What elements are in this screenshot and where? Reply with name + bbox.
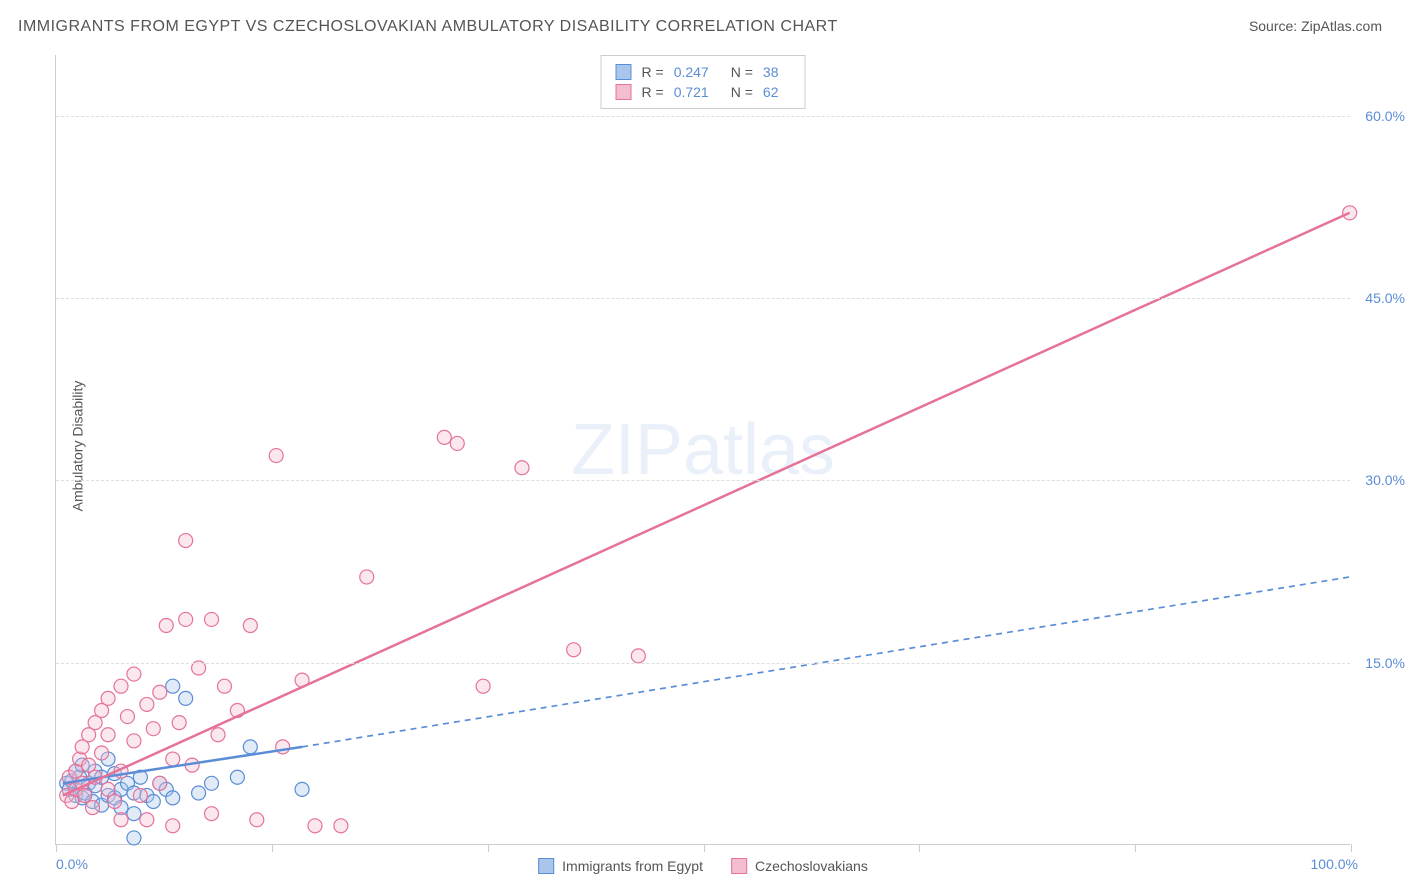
swatch-series-1 (616, 84, 632, 100)
scatter-point (101, 728, 115, 742)
n-value-0: 38 (763, 64, 779, 80)
scatter-point (1343, 206, 1357, 220)
legend-label-0: Immigrants from Egypt (562, 858, 703, 874)
scatter-point (140, 813, 154, 827)
scatter-point (166, 819, 180, 833)
legend-item-0: Immigrants from Egypt (538, 858, 703, 874)
x-tick (488, 844, 489, 852)
n-label: N = (731, 84, 753, 100)
scatter-point (243, 740, 257, 754)
legend-item-1: Czechoslovakians (731, 858, 868, 874)
r-label: R = (642, 64, 664, 80)
x-tick (272, 844, 273, 852)
scatter-point (127, 734, 141, 748)
scatter-point (192, 786, 206, 800)
scatter-point (133, 788, 147, 802)
scatter-point (153, 685, 167, 699)
scatter-point (114, 813, 128, 827)
scatter-point (205, 612, 219, 626)
stats-legend: R = 0.247 N = 38 R = 0.721 N = 62 (601, 55, 806, 109)
scatter-point (166, 752, 180, 766)
scatter-point (631, 649, 645, 663)
chart-title: IMMIGRANTS FROM EGYPT VS CZECHOSLOVAKIAN… (18, 18, 838, 36)
scatter-point (476, 679, 490, 693)
scatter-point (450, 436, 464, 450)
n-label: N = (731, 64, 753, 80)
gridline (56, 663, 1350, 664)
scatter-point (114, 679, 128, 693)
trend-line (63, 213, 1350, 796)
r-value-1: 0.721 (674, 84, 709, 100)
x-tick (704, 844, 705, 852)
y-tick-label: 30.0% (1365, 472, 1405, 488)
scatter-point (205, 776, 219, 790)
scatter-point (179, 534, 193, 548)
source-label: Source: ZipAtlas.com (1249, 18, 1382, 34)
x-tick (1351, 844, 1352, 852)
r-value-0: 0.247 (674, 64, 709, 80)
scatter-point (211, 728, 225, 742)
scatter-point (159, 619, 173, 633)
scatter-point (295, 782, 309, 796)
scatter-point (101, 691, 115, 705)
series-legend: Immigrants from Egypt Czechoslovakians (538, 858, 868, 874)
scatter-point (146, 795, 160, 809)
chart-container: IMMIGRANTS FROM EGYPT VS CZECHOSLOVAKIAN… (0, 0, 1406, 892)
y-tick-label: 60.0% (1365, 108, 1405, 124)
scatter-point (567, 643, 581, 657)
scatter-point (108, 795, 122, 809)
n-value-1: 62 (763, 84, 779, 100)
stats-row-series-0: R = 0.247 N = 38 (616, 62, 791, 82)
plot-area: ZIPatlas R = 0.247 N = 38 R = 0.721 N = … (55, 55, 1350, 845)
scatter-point (127, 831, 141, 845)
scatter-point (166, 791, 180, 805)
legend-swatch-1 (731, 858, 747, 874)
scatter-point (146, 722, 160, 736)
scatter-point (217, 679, 231, 693)
x-axis-max-label: 100.0% (1311, 856, 1358, 872)
scatter-point (308, 819, 322, 833)
scatter-point (78, 788, 92, 802)
legend-swatch-0 (538, 858, 554, 874)
stats-row-series-1: R = 0.721 N = 62 (616, 82, 791, 102)
scatter-point (166, 679, 180, 693)
scatter-point (243, 619, 257, 633)
x-axis-min-label: 0.0% (56, 856, 88, 872)
legend-label-1: Czechoslovakians (755, 858, 868, 874)
scatter-point (179, 612, 193, 626)
x-tick (1135, 844, 1136, 852)
scatter-point (153, 776, 167, 790)
scatter-point (86, 801, 100, 815)
scatter-point (140, 697, 154, 711)
scatter-point (172, 716, 186, 730)
x-tick (919, 844, 920, 852)
scatter-point (334, 819, 348, 833)
scatter-point (95, 746, 109, 760)
r-label: R = (642, 84, 664, 100)
scatter-point (179, 691, 193, 705)
scatter-point (230, 770, 244, 784)
scatter-point (120, 710, 134, 724)
scatter-point (515, 461, 529, 475)
gridline (56, 116, 1350, 117)
scatter-point (127, 667, 141, 681)
scatter-point (269, 449, 283, 463)
scatter-point (205, 807, 219, 821)
y-tick-label: 45.0% (1365, 290, 1405, 306)
scatter-point (127, 807, 141, 821)
gridline (56, 480, 1350, 481)
y-tick-label: 15.0% (1365, 655, 1405, 671)
scatter-point (250, 813, 264, 827)
chart-svg (56, 55, 1350, 844)
gridline (56, 298, 1350, 299)
swatch-series-0 (616, 64, 632, 80)
x-tick (56, 844, 57, 852)
scatter-point (360, 570, 374, 584)
scatter-point (437, 430, 451, 444)
